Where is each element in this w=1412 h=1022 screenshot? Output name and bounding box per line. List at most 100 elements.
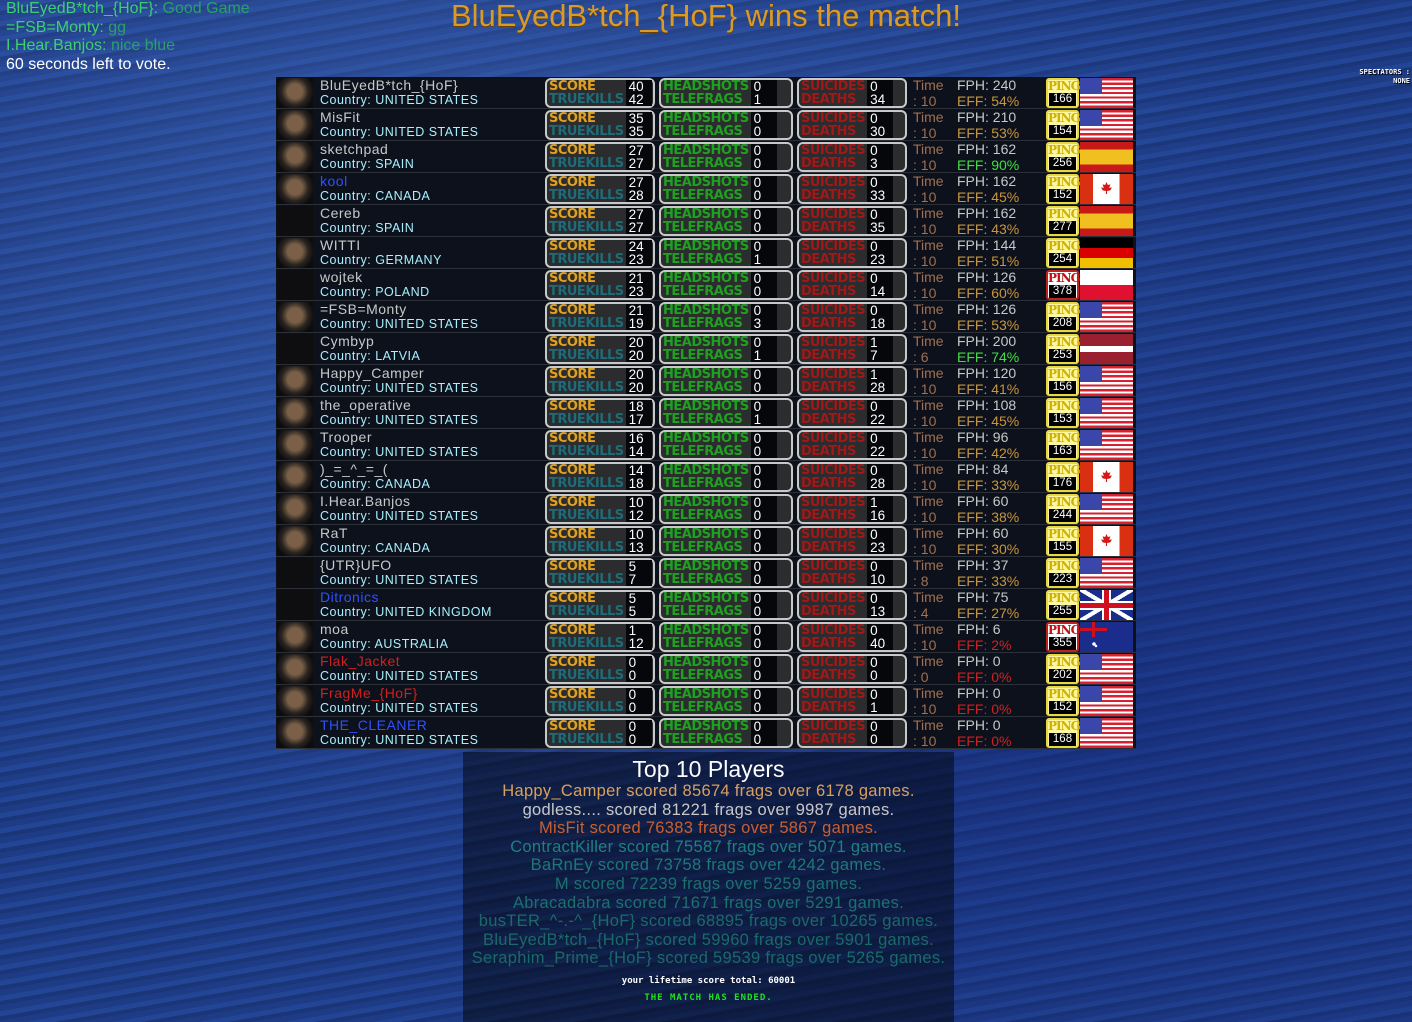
headshots-label: HEADSHOTS xyxy=(663,239,749,254)
player-avatar xyxy=(277,302,313,332)
headshots-box: HEADSHOTS TELEFRAGS 0 0 xyxy=(659,430,793,460)
top-10-title: Top 10 Players xyxy=(632,756,785,782)
player-row[interactable]: Cereb Country: SPAIN SCORE TRUEKILLS 27 27 … xyxy=(276,205,1136,237)
score-value: 0 xyxy=(628,719,637,734)
player-name: Trooper xyxy=(320,429,373,445)
ping-badge: PING 256 xyxy=(1046,142,1081,172)
player-row[interactable]: the_operative Country: UNITED STATES SCO… xyxy=(276,397,1136,429)
score-box: SCORE TRUEKILLS 0 0 xyxy=(545,718,655,748)
player-row[interactable]: BluEyedB*tch_{HoF} Country: UNITED STATE… xyxy=(276,77,1136,109)
player-row[interactable]: Happy_Camper Country: UNITED STATES SCOR… xyxy=(276,365,1136,397)
fph: FPH: 126 xyxy=(957,301,1017,317)
score-box: SCORE TRUEKILLS 40 42 xyxy=(545,78,655,108)
deaths-value: 23 xyxy=(870,540,886,555)
player-avatar xyxy=(277,654,313,684)
score-box: SCORE TRUEKILLS 21 19 xyxy=(545,302,655,332)
player-row[interactable]: =FSB=Monty Country: UNITED STATES SCORE T… xyxy=(276,301,1136,333)
player-name: wojtek xyxy=(320,269,363,285)
player-row[interactable]: I.Hear.Banjos Country: UNITED STATES SCO… xyxy=(276,493,1136,525)
player-row[interactable]: THE_CLEANER Country: UNITED STATES SCORE… xyxy=(276,717,1136,749)
telefrags-label: TELEFRAGS xyxy=(663,668,743,683)
suicides-box: SUICIDES DEATHS 0 13 xyxy=(797,590,907,620)
truekills-value: 13 xyxy=(628,540,644,555)
score-box: SCORE TRUEKILLS 18 17 xyxy=(545,398,655,428)
player-row[interactable]: RaT Country: CANADA SCORE TRUEKILLS 10 13 H… xyxy=(276,525,1136,557)
flag-us-icon xyxy=(1080,558,1133,588)
telefrags-value: 0 xyxy=(753,156,762,171)
telefrags-value: 0 xyxy=(753,732,762,747)
score-value: 21 xyxy=(628,271,644,286)
player-row[interactable]: )_=_^_=_( Country: CANADA SCORE TRUEKILLS… xyxy=(276,461,1136,493)
telefrags-label: TELEFRAGS xyxy=(663,572,743,587)
ping-badge: PING 255 xyxy=(1046,590,1081,620)
truekills-value: 0 xyxy=(628,668,637,683)
deaths-label: DEATHS xyxy=(801,284,856,299)
player-avatar xyxy=(277,174,313,204)
truekills-label: TRUEKILLS xyxy=(549,348,624,363)
player-avatar xyxy=(277,718,313,748)
player-row[interactable]: wojtek Country: POLAND SCORE TRUEKILLS 21 2… xyxy=(276,269,1136,301)
efficiency: EFF: 42% xyxy=(957,445,1020,461)
player-row[interactable]: Ditronics Country: UNITED KINGDOM SCORE T… xyxy=(276,589,1136,621)
fph: FPH: 210 xyxy=(957,109,1017,125)
score-label: SCORE xyxy=(549,687,596,702)
score-box: SCORE TRUEKILLS 20 20 xyxy=(545,334,655,364)
telefrags-value: 0 xyxy=(753,636,762,651)
score-box: SCORE TRUEKILLS 21 23 xyxy=(545,270,655,300)
headshots-box: HEADSHOTS TELEFRAGS 0 0 xyxy=(659,494,793,524)
headshots-label: HEADSHOTS xyxy=(663,175,749,190)
time-played: Time: 10 xyxy=(913,493,944,525)
player-row[interactable]: WITTI Country: GERMANY SCORE TRUEKILLS 24 2… xyxy=(276,237,1136,269)
player-row[interactable]: Cymbyp Country: LATVIA SCORE TRUEKILLS 20 2… xyxy=(276,333,1136,365)
telefrags-value: 0 xyxy=(753,188,762,203)
score-value: 35 xyxy=(628,111,644,126)
time-played: Time: 10 xyxy=(913,365,944,397)
score-label: SCORE xyxy=(549,655,596,670)
truekills-value: 7 xyxy=(628,572,637,587)
player-name: THE_CLEANER xyxy=(320,717,428,733)
score-box: SCORE TRUEKILLS 1 12 xyxy=(545,622,655,652)
suicides-label: SUICIDES xyxy=(801,495,866,510)
ping-badge: PING 154 xyxy=(1046,110,1081,140)
telefrags-label: TELEFRAGS xyxy=(663,412,743,427)
player-name: I.Hear.Banjos xyxy=(320,493,411,509)
time-played: Time: 10 xyxy=(913,525,944,557)
truekills-value: 18 xyxy=(628,476,644,491)
flag-de-icon xyxy=(1080,238,1133,268)
ping-badge: PING 152 xyxy=(1046,174,1081,204)
player-row[interactable]: MisFit Country: UNITED STATES SCORE TRUEK… xyxy=(276,109,1136,141)
ping-badge: PING 155 xyxy=(1046,526,1081,556)
top-10-entry: Happy_Camper scored 85674 frags over 617… xyxy=(502,782,915,800)
player-row[interactable]: moa Country: AUSTRALIA SCORE TRUEKILLS 1 12… xyxy=(276,621,1136,653)
winner-title: BluEyedB*tch_{HoF} wins the match! xyxy=(450,0,962,33)
suicides-label: SUICIDES xyxy=(801,719,866,734)
time-played: Time: 10 xyxy=(913,173,944,205)
score-value: 40 xyxy=(628,79,644,94)
deaths-value: 28 xyxy=(870,380,886,395)
headshots-label: HEADSHOTS xyxy=(663,463,749,478)
headshots-label: HEADSHOTS xyxy=(663,303,749,318)
truekills-value: 23 xyxy=(628,252,644,267)
truekills-value: 20 xyxy=(628,348,644,363)
player-row[interactable]: sketchpad Country: SPAIN SCORE TRUEKILLS 2… xyxy=(276,141,1136,173)
player-name: MisFit xyxy=(320,109,361,125)
ping-value: 253 xyxy=(1049,349,1076,362)
headshots-label: HEADSHOTS xyxy=(663,143,749,158)
score-label: SCORE xyxy=(549,175,596,190)
score-box: SCORE TRUEKILLS 16 14 xyxy=(545,430,655,460)
headshots-box: HEADSHOTS TELEFRAGS 0 0 xyxy=(659,462,793,492)
player-avatar xyxy=(277,558,313,588)
player-avatar xyxy=(277,366,313,396)
flag-us-icon xyxy=(1080,494,1133,524)
player-row[interactable]: {UTR}UFO Country: UNITED STATES SCORE TRU… xyxy=(276,557,1136,589)
player-row[interactable]: kool Country: CANADA SCORE TRUEKILLS 27 28 … xyxy=(276,173,1136,205)
player-row[interactable]: Trooper Country: UNITED STATES SCORE TRUE… xyxy=(276,429,1136,461)
suicides-value: 0 xyxy=(870,719,878,734)
player-row[interactable]: Flak_Jacket Country: UNITED STATES SCORE… xyxy=(276,653,1136,685)
truekills-label: TRUEKILLS xyxy=(549,476,624,491)
top-10-entry: Abracadabra scored 71671 frags over 5291… xyxy=(512,893,905,912)
ping-badge: PING 244 xyxy=(1046,494,1081,524)
player-row[interactable]: FragMe_{HoF} Country: UNITED STATES SCOR… xyxy=(276,685,1136,717)
efficiency: EFF: 45% xyxy=(957,189,1020,205)
headshots-box: HEADSHOTS TELEFRAGS 0 0 xyxy=(659,590,793,620)
